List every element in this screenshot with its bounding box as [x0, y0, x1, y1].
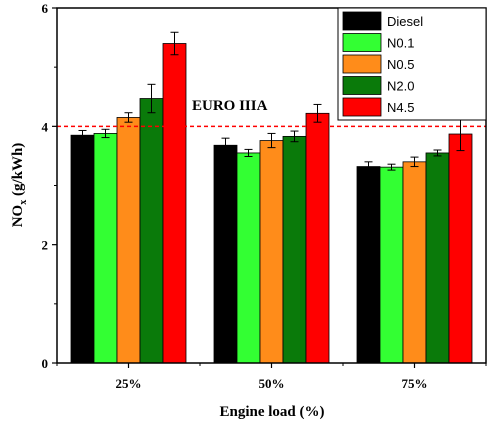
x-axis-title: Engine load (%) — [219, 404, 324, 420]
y-axis-title-sub: x — [18, 200, 29, 205]
bar-N4.5-50% — [305, 112, 330, 364]
x-tick-label-50%: 50% — [259, 376, 285, 391]
bar-N0.1-25% — [93, 133, 118, 364]
legend-label-N2.0: N2.0 — [387, 79, 414, 94]
bar-N2.0-25% — [139, 98, 164, 364]
legend-label-N0.5: N0.5 — [387, 57, 414, 72]
y-axis-title: NOx (g/kWh) — [10, 143, 29, 228]
legend-swatch-N2.0 — [342, 76, 382, 95]
error-bars-layer — [78, 31, 465, 172]
y-axis-title-unit: (g/kWh) — [10, 143, 26, 200]
legend: Diesel N0.1 N0.5 N2.0 N4.5 — [337, 7, 487, 121]
legend-swatch-Diesel — [342, 11, 382, 31]
x-tick-label-25%: 25% — [116, 376, 142, 391]
bar-N0.5-50% — [259, 140, 284, 364]
bar-N4.5-75% — [448, 133, 473, 364]
legend-label-N4.5: N4.5 — [387, 100, 414, 115]
bar-N2.0-75% — [425, 152, 450, 364]
bars-layer — [70, 43, 473, 364]
y-tick-label-6: 6 — [42, 1, 49, 16]
bar-N0.5-75% — [402, 161, 427, 364]
y-tick-label-2: 2 — [42, 238, 49, 253]
bar-N4.5-25% — [162, 43, 187, 364]
legend-swatch-N0.1 — [342, 33, 382, 52]
bar-N0.1-75% — [379, 166, 404, 364]
bar-N0.1-50% — [236, 152, 261, 364]
x-tick-label-75%: 75% — [402, 376, 428, 391]
legend-swatch-N0.5 — [342, 54, 382, 74]
y-tick-label-0: 0 — [42, 356, 49, 371]
euro-iiia-label: EURO IIIA — [192, 98, 268, 114]
legend-label-N0.1: N0.1 — [387, 36, 414, 51]
y-tick-label-4: 4 — [42, 119, 49, 134]
bar-N2.0-50% — [282, 135, 307, 364]
bar-Diesel-25% — [70, 134, 95, 364]
bar-N0.5-25% — [116, 117, 141, 364]
bar-Diesel-75% — [356, 166, 381, 364]
bar-Diesel-50% — [213, 144, 238, 364]
legend-swatch-N4.5 — [342, 97, 382, 117]
ticks-layer: 25% 50% 75% 0 2 4 6 — [42, 1, 487, 391]
legend-label-Diesel: Diesel — [387, 14, 423, 29]
y-axis-title-main: NO — [10, 205, 26, 228]
